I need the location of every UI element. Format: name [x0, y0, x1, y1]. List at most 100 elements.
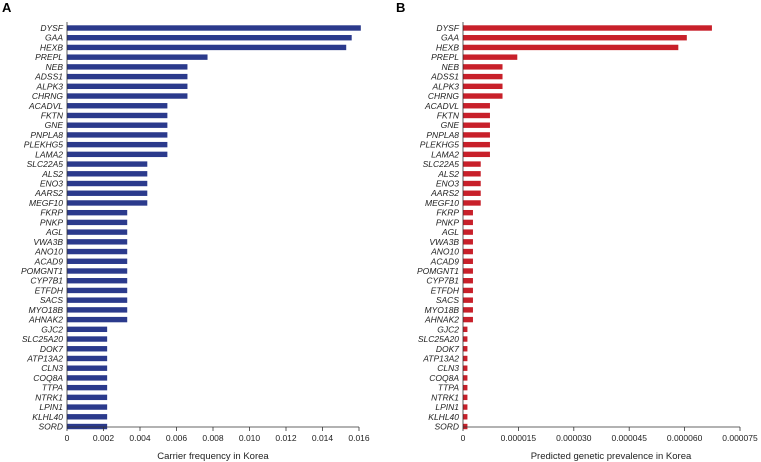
gene-label-b-slc22a5: SLC22A5 [423, 159, 460, 169]
bar-b-coq8a [463, 375, 468, 381]
gene-label-a-ahnak2: AHNAK2 [28, 315, 63, 325]
bar-a-megf10 [67, 200, 148, 206]
gene-label-a-ttpa: TTPA [42, 383, 63, 393]
gene-label-b-megf10: MEGF10 [425, 198, 459, 208]
bar-a-acad9 [67, 258, 128, 264]
bar-b-lpin1 [463, 404, 468, 410]
gene-label-b-etfdh: ETFDH [431, 285, 460, 295]
panel-a-bars [67, 25, 361, 430]
gene-label-b-eno3: ENO3 [436, 179, 459, 189]
bar-b-hexb [463, 44, 679, 51]
bar-b-chrng [463, 93, 503, 99]
bar-a-gjc2 [67, 326, 108, 333]
gene-label-a-dysf: DYSF [40, 23, 63, 33]
gene-label-b-hexb: HEXB [436, 42, 459, 52]
bar-a-coq8a [67, 375, 108, 381]
bar-b-slc22a5 [463, 161, 481, 167]
gene-label-b-prepl: PREPL [431, 52, 459, 62]
bar-b-ntrk1 [463, 394, 468, 401]
gene-label-b-ttpa: TTPA [438, 383, 459, 393]
x-tick-label-b-5: 0.000075 [722, 433, 758, 443]
bar-b-aars2 [463, 190, 481, 196]
gene-label-b-chrng: CHRNG [428, 91, 460, 101]
bar-a-fktn [67, 112, 168, 119]
gene-label-a-plekhg5: PLEKHG5 [24, 140, 63, 150]
panel-a-x-axis: 0 0.002 0.004 0.006 0.008 0.010 0.012 0.014 0.01… [65, 22, 370, 443]
gene-label-a-pomgnt1: POMGNT1 [21, 266, 63, 276]
gene-label-a-adss1: ADSS1 [34, 72, 63, 82]
x-tick-label-a-5: 0.010 [239, 433, 261, 443]
panel-b-x-axis-title: Predicted genetic prevalence in Korea [531, 451, 692, 462]
gene-label-a-sord: SORD [38, 422, 63, 432]
bar-b-pnkp [463, 219, 473, 226]
bar-b-pnpla8 [463, 132, 490, 138]
gene-label-b-sacs: SACS [436, 295, 459, 305]
gene-label-b-lpin1: LPIN1 [435, 402, 459, 412]
gene-label-a-neb: NEB [46, 62, 64, 72]
bar-a-gaa [67, 35, 352, 41]
gene-label-a-lpin1: LPIN1 [39, 402, 63, 412]
gene-label-a-coq8a: COQ8A [33, 373, 63, 383]
gene-label-b-sord: SORD [434, 422, 459, 432]
bar-b-gne [463, 122, 490, 128]
bar-a-vwa3b [67, 239, 128, 245]
gene-label-b-acad9: ACAD9 [430, 256, 460, 266]
bar-b-eno3 [463, 180, 481, 187]
bar-a-klhl40 [67, 414, 108, 420]
bar-b-gjc2 [463, 326, 468, 333]
panel-b-label: B [396, 0, 405, 15]
bar-b-vwa3b [463, 239, 473, 245]
gene-label-b-vwa3b: VWA3B [429, 237, 459, 247]
panel-b-gene-labels: DYSFGAAHEXBPREPLNEBADSS1ALPK3CHRNGACADVL… [417, 23, 460, 432]
gene-label-b-adss1: ADSS1 [430, 72, 459, 82]
x-tick-label-b-1: 0.000015 [501, 433, 537, 443]
bar-a-pomgnt1 [67, 268, 128, 274]
bar-b-plekhg5 [463, 141, 490, 148]
gene-label-b-slc25a20: SLC25A20 [418, 334, 459, 344]
panel-a-label: A [2, 0, 12, 15]
gene-label-b-dok7: DOK7 [436, 344, 459, 354]
gene-label-b-gne: GNE [441, 120, 460, 130]
x-tick-label-b-3: 0.000045 [611, 433, 647, 443]
bar-a-alpk3 [67, 83, 188, 90]
bar-a-dysf [67, 25, 361, 31]
x-tick-label-b-2: 0.000030 [556, 433, 592, 443]
bar-a-adss1 [67, 73, 188, 80]
gene-label-a-als2: ALS2 [41, 169, 63, 179]
bar-a-dok7 [67, 346, 108, 352]
panel-a-gene-labels: DYSFGAAHEXBPREPLNEBADSS1ALPK3CHRNGACADVL… [21, 23, 64, 432]
x-tick-label-a-6: 0.012 [275, 433, 297, 443]
bar-a-fkrp [67, 209, 128, 216]
bar-a-cyp7b1 [67, 278, 128, 284]
gene-label-a-agl: AGL [45, 227, 63, 237]
bar-b-acadvl [463, 103, 490, 109]
gene-label-a-chrng: CHRNG [32, 91, 64, 101]
bar-a-pnpla8 [67, 132, 168, 138]
panel-b: B DYSFGAAHEXBPREPLNEBADSS1ALPK3CHRNGACAD… [396, 0, 758, 462]
gene-label-a-dok7: DOK7 [40, 344, 63, 354]
gene-label-b-gjc2: GJC2 [437, 324, 459, 334]
bar-b-pomgnt1 [463, 268, 473, 274]
gene-label-b-ano10: ANO10 [430, 247, 459, 257]
panel-b-bars [463, 25, 712, 430]
gene-label-b-pomgnt1: POMGNT1 [417, 266, 459, 276]
bar-b-slc25a20 [463, 336, 468, 342]
gene-label-b-fktn: FKTN [437, 110, 460, 120]
bar-a-lama2 [67, 151, 168, 158]
gene-label-a-hexb: HEXB [40, 42, 63, 52]
bar-a-plekhg5 [67, 141, 168, 148]
gene-label-b-neb: NEB [442, 62, 460, 72]
gene-label-b-klhl40: KLHL40 [428, 412, 459, 422]
x-tick-label-a-4: 0.008 [202, 433, 224, 443]
gene-label-a-acadvl: ACADVL [28, 101, 63, 111]
bar-b-sord [463, 423, 468, 430]
bar-a-agl [67, 229, 128, 235]
gene-label-a-gne: GNE [45, 120, 64, 130]
gene-label-a-fktn: FKTN [41, 110, 64, 120]
bar-a-myo18b [67, 307, 128, 313]
gene-label-a-myo18b: MYO18B [29, 305, 64, 315]
gene-label-a-etfdh: ETFDH [35, 285, 64, 295]
bar-b-lama2 [463, 151, 490, 158]
gene-label-a-klhl40: KLHL40 [32, 412, 63, 422]
